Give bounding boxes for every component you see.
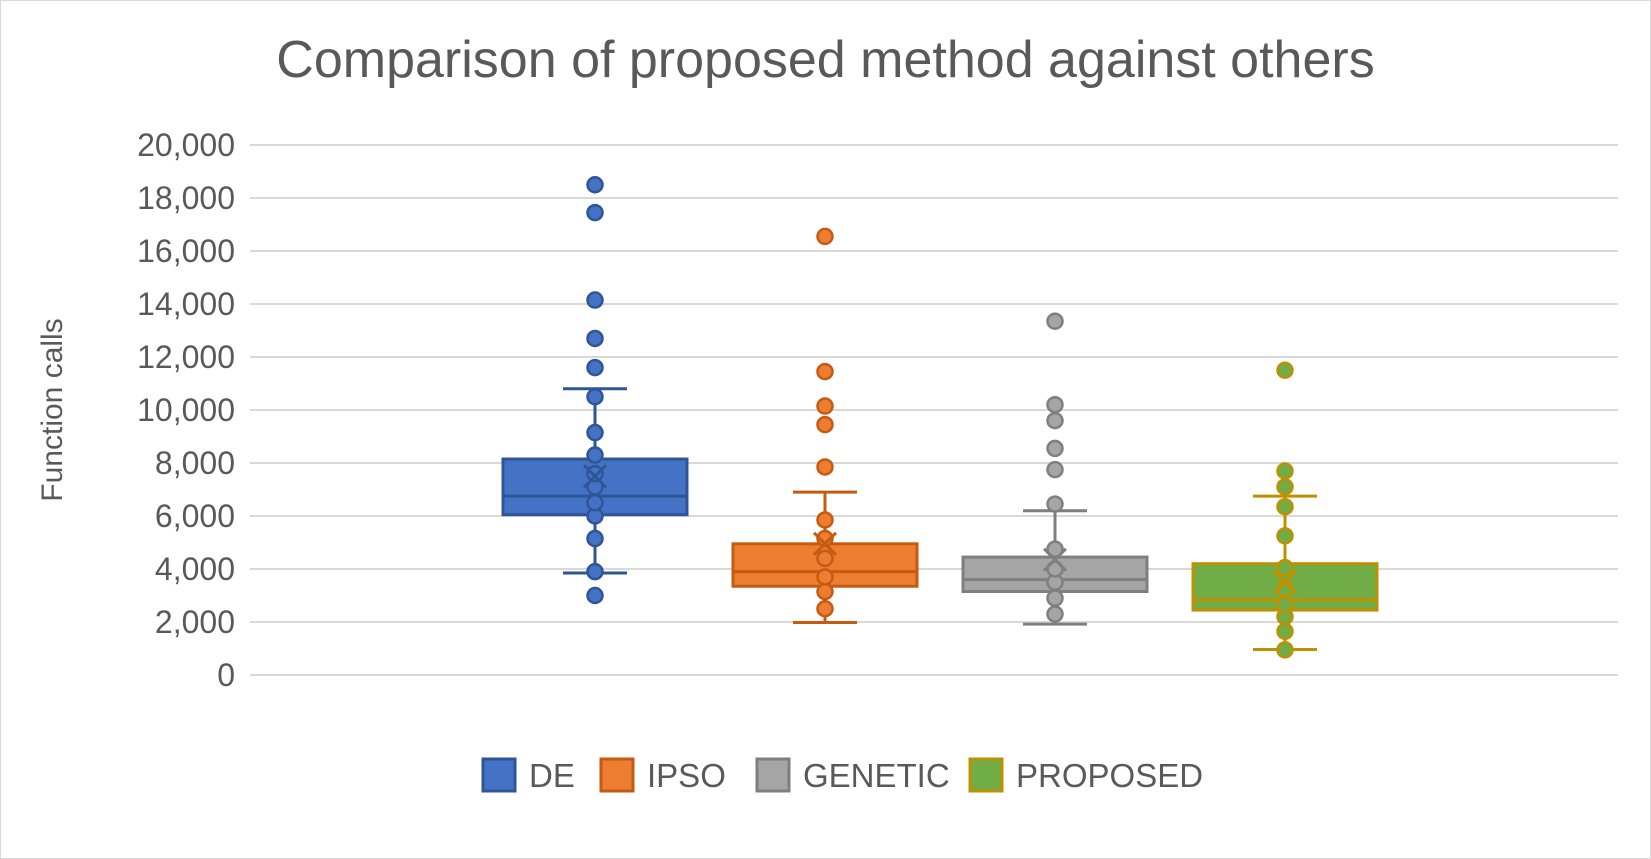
legend-swatch — [755, 757, 791, 793]
y-tick-label: 6,000 — [155, 498, 235, 534]
y-tick-label: 10,000 — [137, 392, 235, 428]
y-tick-label: 4,000 — [155, 551, 235, 587]
data-point — [586, 358, 604, 377]
data-point — [586, 203, 604, 222]
data-point — [586, 329, 604, 348]
data-point — [1276, 527, 1294, 545]
data-point — [586, 291, 604, 309]
y-tick-label: 16,000 — [137, 233, 235, 269]
data-point — [586, 446, 604, 464]
y-tick-label: 2,000 — [155, 604, 235, 640]
data-point — [1276, 462, 1294, 480]
data-point — [816, 549, 834, 568]
y-axis-title: Function calls — [36, 318, 69, 501]
legend-item-de: DE — [481, 757, 575, 794]
data-point — [816, 529, 834, 548]
data-point — [816, 415, 834, 434]
data-point — [1046, 395, 1064, 414]
y-axis-ticks: 0 2,000 4,000 6,000 8,000 10,000 12,000 14,000 1… — [137, 127, 235, 693]
legend-swatch — [968, 757, 1004, 793]
data-point — [816, 362, 834, 381]
legend-item-proposed: PROPOSED — [968, 757, 1203, 794]
data-point — [586, 176, 604, 194]
y-tick-label: 18,000 — [137, 180, 235, 216]
legend-swatch — [481, 757, 517, 793]
data-point — [1046, 312, 1064, 330]
y-tick-label: 0 — [217, 657, 235, 693]
data-point — [816, 458, 834, 476]
box-proposed — [1191, 361, 1379, 659]
data-point — [586, 423, 604, 442]
data-point — [1276, 622, 1294, 641]
legend-swatch — [599, 757, 635, 793]
data-point — [816, 600, 834, 618]
data-point — [1046, 460, 1064, 479]
data-point — [586, 464, 604, 483]
data-point — [1276, 596, 1294, 614]
y-tick-label: 20,000 — [137, 127, 235, 163]
data-point — [816, 582, 834, 601]
mean-marker — [1042, 547, 1068, 572]
legend-item-genetic: GENETIC — [755, 757, 950, 794]
box-de — [501, 176, 689, 605]
box-genetic — [961, 312, 1149, 626]
box-plots — [501, 176, 1379, 659]
data-point — [816, 397, 834, 415]
data-point — [1276, 361, 1294, 379]
data-point — [1046, 605, 1064, 623]
mean-marker — [1272, 570, 1298, 595]
chart-title: Comparison of proposed method against ot… — [276, 31, 1375, 89]
data-point — [816, 227, 834, 246]
data-point — [586, 586, 604, 605]
gridlines — [250, 144, 1618, 676]
data-point — [1046, 495, 1064, 513]
data-point — [1046, 589, 1064, 607]
data-point — [586, 494, 604, 512]
data-point — [1276, 478, 1294, 496]
legend: DE IPSO GENETIC PROPOSED — [481, 757, 1203, 794]
mean-marker — [812, 531, 838, 556]
data-point — [816, 511, 834, 529]
data-point — [586, 562, 604, 581]
data-point — [1276, 497, 1294, 516]
data-point — [1046, 540, 1064, 558]
legend-label: GENETIC — [803, 757, 950, 794]
mean-marker — [582, 464, 608, 489]
legend-label: IPSO — [647, 757, 726, 794]
box-ipso — [731, 227, 919, 625]
y-tick-label: 12,000 — [137, 339, 235, 375]
y-tick-label: 8,000 — [155, 445, 235, 481]
legend-label: DE — [529, 757, 575, 794]
data-point — [1046, 411, 1064, 430]
data-point — [586, 529, 604, 548]
legend-label: PROPOSED — [1016, 757, 1203, 794]
legend-item-ipso: IPSO — [599, 757, 726, 794]
data-point — [1276, 641, 1294, 659]
data-point — [1276, 558, 1294, 577]
data-point — [816, 568, 834, 586]
data-point — [1046, 439, 1064, 458]
y-tick-label: 14,000 — [137, 286, 235, 322]
data-point — [586, 388, 604, 406]
